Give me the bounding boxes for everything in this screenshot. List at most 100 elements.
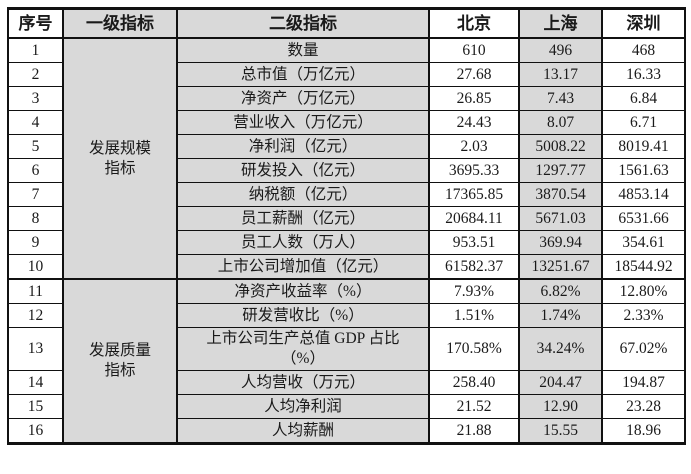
shenzhen-value-cell: 2.33% bbox=[601, 303, 686, 328]
col-header-row-number: 序号 bbox=[7, 8, 64, 39]
indicator-cell: 纳税额（亿元） bbox=[176, 182, 430, 207]
indicator-cell: 总市值（万亿元） bbox=[176, 62, 430, 87]
table-row: 6 研发投入（亿元） 3695.33 1297.77 1561.63 bbox=[7, 158, 686, 183]
shenzhen-value-cell: 6.71 bbox=[601, 110, 686, 135]
group-label-cell: 发展质量 指标 bbox=[62, 278, 178, 444]
indicator-cell: 人均净利润 bbox=[176, 394, 430, 419]
row-number-cell: 3 bbox=[7, 86, 64, 111]
beijing-value-cell: 21.88 bbox=[428, 418, 520, 444]
table-row: 3 净资产（万亿元） 26.85 7.43 6.84 bbox=[7, 86, 686, 111]
beijing-value-cell: 170.58% bbox=[428, 327, 520, 371]
shenzhen-value-cell: 18544.92 bbox=[601, 254, 686, 280]
beijing-value-cell: 2.03 bbox=[428, 134, 520, 159]
table-row: 14 人均营收（万元） 258.40 204.47 194.87 bbox=[7, 370, 686, 395]
table-row: 2 总市值（万亿元） 27.68 13.17 16.33 bbox=[7, 62, 686, 87]
group-label-cell: 发展规模 指标 bbox=[62, 37, 178, 280]
col-header-shenzhen: 深圳 bbox=[601, 8, 686, 39]
indicator-cell: 净资产收益率（%） bbox=[176, 278, 430, 304]
shenzhen-value-cell: 194.87 bbox=[601, 370, 686, 395]
indicator-cell: 营业收入（万亿元） bbox=[176, 110, 430, 135]
indicator-cell: 上市公司生产总值 GDP 占比 （%） bbox=[176, 327, 430, 371]
shenzhen-value-cell: 23.28 bbox=[601, 394, 686, 419]
table-row: 11 发展质量 指标 净资产收益率（%） 7.93% 6.82% 12.80% bbox=[7, 278, 686, 444]
row-number-cell: 6 bbox=[7, 158, 64, 183]
beijing-value-cell: 27.68 bbox=[428, 62, 520, 87]
table-row: 15 人均净利润 21.52 12.90 23.28 bbox=[7, 394, 686, 419]
indicator-cell: 员工薪酬（亿元） bbox=[176, 206, 430, 231]
shenzhen-value-cell: 354.61 bbox=[601, 230, 686, 255]
shenzhen-value-cell: 67.02% bbox=[601, 327, 686, 371]
row-number-cell: 14 bbox=[7, 370, 64, 395]
shenzhen-value-cell: 12.80% bbox=[601, 278, 686, 304]
beijing-value-cell: 24.43 bbox=[428, 110, 520, 135]
indicator-cell: 研发投入（亿元） bbox=[176, 158, 430, 183]
col-header-level2-indicator: 二级指标 bbox=[176, 8, 430, 39]
row-number-cell: 16 bbox=[7, 418, 64, 444]
beijing-value-cell: 1.51% bbox=[428, 303, 520, 328]
row-number-cell: 1 bbox=[7, 37, 64, 63]
shanghai-value-cell: 13251.67 bbox=[518, 254, 603, 280]
row-number-cell: 2 bbox=[7, 62, 64, 87]
shanghai-value-cell: 7.43 bbox=[518, 86, 603, 111]
row-number-cell: 11 bbox=[7, 278, 64, 304]
row-number-cell: 5 bbox=[7, 134, 64, 159]
indicator-cell: 净利润（亿元） bbox=[176, 134, 430, 159]
table-row: 5 净利润（亿元） 2.03 5008.22 8019.41 bbox=[7, 134, 686, 159]
col-header-shanghai: 上海 bbox=[518, 8, 603, 39]
shanghai-value-cell: 496 bbox=[518, 37, 603, 63]
shanghai-value-cell: 204.47 bbox=[518, 370, 603, 395]
shanghai-value-cell: 1.74% bbox=[518, 303, 603, 328]
shanghai-value-cell: 3870.54 bbox=[518, 182, 603, 207]
shanghai-value-cell: 13.17 bbox=[518, 62, 603, 87]
table-row: 9 员工人数（万人） 953.51 369.94 354.61 bbox=[7, 230, 686, 255]
col-header-level1-indicator: 一级指标 bbox=[62, 8, 178, 39]
shanghai-value-cell: 1297.77 bbox=[518, 158, 603, 183]
beijing-value-cell: 610 bbox=[428, 37, 520, 63]
indicator-comparison-table: 序号 一级指标 二级指标 北京 上海 深圳 1 发展规模 指标 数量 610 496 46… bbox=[7, 7, 686, 445]
row-number-cell: 15 bbox=[7, 394, 64, 419]
table-row: 1 发展规模 指标 数量 610 496 468 bbox=[7, 37, 686, 280]
beijing-value-cell: 953.51 bbox=[428, 230, 520, 255]
row-number-cell: 12 bbox=[7, 303, 64, 328]
indicator-cell: 人均薪酬 bbox=[176, 418, 430, 444]
shanghai-value-cell: 6.82% bbox=[518, 278, 603, 304]
table-row: 10 上市公司增加值（亿元） 61582.37 13251.67 18544.92 bbox=[7, 254, 686, 280]
shanghai-value-cell: 12.90 bbox=[518, 394, 603, 419]
shenzhen-value-cell: 4853.14 bbox=[601, 182, 686, 207]
header-row: 序号 一级指标 二级指标 北京 上海 深圳 bbox=[7, 8, 686, 39]
row-number-cell: 7 bbox=[7, 182, 64, 207]
shenzhen-value-cell: 8019.41 bbox=[601, 134, 686, 159]
row-number-cell: 13 bbox=[7, 327, 64, 371]
shenzhen-value-cell: 468 bbox=[601, 37, 686, 63]
table-header: 序号 一级指标 二级指标 北京 上海 深圳 bbox=[7, 8, 686, 39]
table-row: 4 营业收入（万亿元） 24.43 8.07 6.71 bbox=[7, 110, 686, 135]
beijing-value-cell: 3695.33 bbox=[428, 158, 520, 183]
indicator-cell: 人均营收（万元） bbox=[176, 370, 430, 395]
beijing-value-cell: 258.40 bbox=[428, 370, 520, 395]
indicator-cell: 研发营收比（%） bbox=[176, 303, 430, 328]
row-number-cell: 4 bbox=[7, 110, 64, 135]
shanghai-value-cell: 34.24% bbox=[518, 327, 603, 371]
beijing-value-cell: 20684.11 bbox=[428, 206, 520, 231]
row-number-cell: 8 bbox=[7, 206, 64, 231]
row-number-cell: 9 bbox=[7, 230, 64, 255]
shenzhen-value-cell: 18.96 bbox=[601, 418, 686, 444]
shanghai-value-cell: 5008.22 bbox=[518, 134, 603, 159]
shanghai-value-cell: 5671.03 bbox=[518, 206, 603, 231]
shanghai-value-cell: 369.94 bbox=[518, 230, 603, 255]
beijing-value-cell: 21.52 bbox=[428, 394, 520, 419]
beijing-value-cell: 17365.85 bbox=[428, 182, 520, 207]
beijing-value-cell: 61582.37 bbox=[428, 254, 520, 280]
shanghai-value-cell: 15.55 bbox=[518, 418, 603, 444]
table-container: 序号 一级指标 二级指标 北京 上海 深圳 1 发展规模 指标 数量 610 496 46… bbox=[7, 7, 686, 445]
indicator-cell: 员工人数（万人） bbox=[176, 230, 430, 255]
indicator-cell: 净资产（万亿元） bbox=[176, 86, 430, 111]
shenzhen-value-cell: 6.84 bbox=[601, 86, 686, 111]
col-header-beijing: 北京 bbox=[428, 8, 520, 39]
shanghai-value-cell: 8.07 bbox=[518, 110, 603, 135]
table-body: 1 发展规模 指标 数量 610 496 468 2 总市值（万亿元） 27.68 13.17 16… bbox=[7, 37, 686, 444]
table-row: 8 员工薪酬（亿元） 20684.11 5671.03 6531.66 bbox=[7, 206, 686, 231]
beijing-value-cell: 7.93% bbox=[428, 278, 520, 304]
shenzhen-value-cell: 16.33 bbox=[601, 62, 686, 87]
beijing-value-cell: 26.85 bbox=[428, 86, 520, 111]
